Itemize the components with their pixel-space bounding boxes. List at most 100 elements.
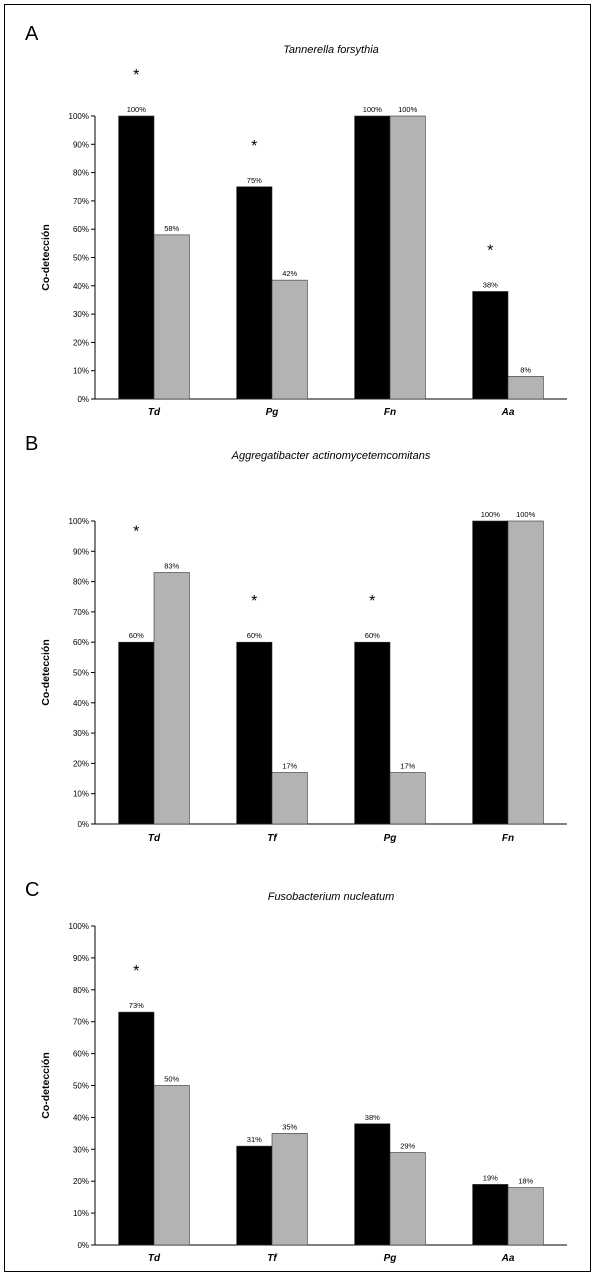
data-label-aa-series-1: 19% xyxy=(483,1173,498,1182)
y-tick-label: 40% xyxy=(73,699,89,708)
y-tick-label: 20% xyxy=(73,338,89,347)
chart-title: Fusobacterium nucleatum xyxy=(268,891,395,903)
data-label-aa-series-2: 8% xyxy=(520,365,531,374)
significance-star: * xyxy=(487,242,493,259)
bar-aa-series-1 xyxy=(472,1184,509,1246)
y-tick-label: 80% xyxy=(73,169,89,178)
bar-pg-series-1 xyxy=(354,1123,391,1246)
data-label-td-series-2: 58% xyxy=(164,224,179,233)
y-tick-label: 70% xyxy=(73,197,89,206)
data-label-td-series-2: 83% xyxy=(164,562,179,571)
bar-fn-series-1 xyxy=(472,520,509,825)
bar-pg-series-2 xyxy=(389,1152,426,1246)
data-label-pg-series-1: 38% xyxy=(365,1113,380,1122)
y-tick-label: 70% xyxy=(73,608,89,617)
bar-pg-series-2 xyxy=(271,279,308,400)
significance-star: * xyxy=(369,593,375,610)
y-axis-label: Co-detección xyxy=(40,639,52,706)
panel-letter-c: C xyxy=(25,879,40,901)
y-tick-label: 30% xyxy=(73,1145,89,1154)
y-tick-label: 40% xyxy=(73,282,89,291)
bar-td-series-1 xyxy=(118,115,155,400)
bar-fn-series-2 xyxy=(507,520,544,825)
y-tick-label: 70% xyxy=(73,1018,89,1027)
bar-pg-series-1 xyxy=(354,641,391,825)
y-tick-label: 80% xyxy=(73,578,89,587)
y-tick-label: 50% xyxy=(73,1082,89,1091)
y-tick-label: 90% xyxy=(73,954,89,963)
category-label-tf: Tf xyxy=(267,1253,278,1264)
y-tick-label: 50% xyxy=(73,669,89,678)
data-label-pg-series-1: 75% xyxy=(247,176,262,185)
data-label-tf-series-2: 17% xyxy=(282,761,297,770)
y-tick-label: 40% xyxy=(73,1113,89,1122)
category-label-td: Td xyxy=(148,407,161,418)
y-tick-label: 60% xyxy=(73,638,89,647)
y-tick-label: 90% xyxy=(73,140,89,149)
significance-star: * xyxy=(133,524,139,541)
category-label-td: Td xyxy=(148,833,161,844)
chart-title: Aggregatibacter actinomycetemcomitans xyxy=(231,450,431,462)
y-tick-label: 100% xyxy=(69,517,89,526)
bar-pg-series-2 xyxy=(389,772,426,825)
chart-fusobacterium-nucleatum: Fusobacterium nucleatum Co-detección 0% 10%… xyxy=(40,891,567,1264)
bar-aa-series-2 xyxy=(507,376,544,400)
bar-tf-series-2 xyxy=(271,1133,308,1246)
category-label-fn: Fn xyxy=(384,407,396,418)
bar-aa-series-1 xyxy=(472,291,509,400)
significance-star: * xyxy=(251,593,257,610)
bar-td-series-2 xyxy=(153,234,190,400)
data-label-tf-series-2: 35% xyxy=(282,1122,297,1131)
panel-letter-a: A xyxy=(25,23,39,45)
y-tick-label: 100% xyxy=(69,922,89,931)
y-tick-label: 20% xyxy=(73,1177,89,1186)
y-tick-label: 0% xyxy=(77,395,89,404)
data-label-aa-series-1: 38% xyxy=(483,280,498,289)
data-label-td-series-1: 100% xyxy=(127,105,147,114)
chart-tannerella-forsythia: Tannerella forsythia Co-detección 0% 10% 20%… xyxy=(40,44,567,418)
y-axis-label: Co-detección xyxy=(40,1052,52,1119)
data-label-tf-series-1: 31% xyxy=(247,1135,262,1144)
y-tick-label: 50% xyxy=(73,254,89,263)
y-tick-label: 0% xyxy=(77,1241,89,1250)
y-tick-label: 0% xyxy=(77,820,89,829)
y-tick-label: 10% xyxy=(73,1209,89,1218)
category-label-pg: Pg xyxy=(384,833,397,844)
bar-td-series-2 xyxy=(153,572,190,825)
data-label-td-series-2: 50% xyxy=(164,1075,179,1084)
bar-fn-series-2 xyxy=(389,115,426,400)
bar-tf-series-1 xyxy=(236,641,273,825)
category-label-pg: Pg xyxy=(266,407,279,418)
y-axis-label: Co-detección xyxy=(40,224,52,291)
y-tick-label: 60% xyxy=(73,1050,89,1059)
data-label-tf-series-1: 60% xyxy=(247,631,262,640)
y-tick-label: 80% xyxy=(73,986,89,995)
significance-star: * xyxy=(251,138,257,155)
data-label-fn-series-2: 100% xyxy=(398,105,418,114)
bar-aa-series-2 xyxy=(507,1187,544,1246)
category-label-tf: Tf xyxy=(267,833,278,844)
category-label-fn: Fn xyxy=(502,833,514,844)
data-label-fn-series-1: 100% xyxy=(363,105,383,114)
bar-tf-series-2 xyxy=(271,772,308,825)
y-tick-label: 20% xyxy=(73,759,89,768)
figure: A B C Tannerella forsythia Co-detección 0%… xyxy=(4,4,591,1272)
data-label-fn-series-1: 100% xyxy=(481,510,501,519)
category-label-aa: Aa xyxy=(501,1253,515,1264)
y-tick-label: 30% xyxy=(73,729,89,738)
bar-td-series-2 xyxy=(153,1085,190,1246)
bar-td-series-1 xyxy=(118,1011,155,1246)
bar-td-series-1 xyxy=(118,641,155,825)
bar-tf-series-1 xyxy=(236,1145,273,1246)
data-label-pg-series-2: 17% xyxy=(400,761,415,770)
y-tick-label: 30% xyxy=(73,310,89,319)
y-tick-label: 60% xyxy=(73,225,89,234)
chart-aggregatibacter-actinomycetemcomitans: Aggregatibacter actinomycetemcomitans Co-… xyxy=(40,450,567,844)
y-tick-label: 100% xyxy=(69,112,89,121)
data-label-fn-series-2: 100% xyxy=(516,510,536,519)
category-label-pg: Pg xyxy=(384,1253,397,1264)
data-label-pg-series-2: 29% xyxy=(400,1141,415,1150)
significance-star: * xyxy=(133,67,139,84)
y-tick-label: 10% xyxy=(73,367,89,376)
y-tick-label: 90% xyxy=(73,547,89,556)
